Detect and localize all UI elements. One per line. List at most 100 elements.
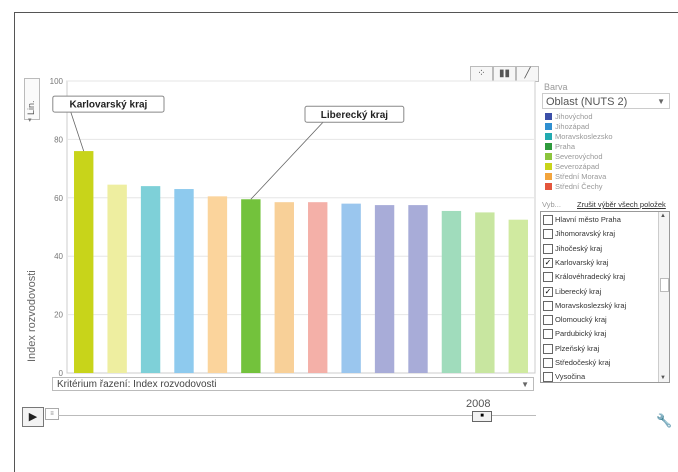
region-label: Středočeský kraj xyxy=(555,358,611,367)
checkbox[interactable] xyxy=(543,372,553,382)
timeline-slider-handle[interactable]: ■ xyxy=(472,411,492,422)
sort-criterion-value: Kritérium řazení: Index rozvodovosti xyxy=(57,379,217,390)
region-list-item[interactable]: Plzeňský kraj xyxy=(543,343,600,358)
bar[interactable] xyxy=(241,199,261,373)
play-button[interactable]: ▶ xyxy=(22,407,44,427)
bar[interactable] xyxy=(207,196,228,373)
checkbox[interactable] xyxy=(543,272,553,283)
y-tick-label: 100 xyxy=(50,77,64,86)
region-label: Jihočeský kraj xyxy=(555,243,603,253)
bar[interactable] xyxy=(508,219,528,373)
bar[interactable] xyxy=(174,189,194,373)
legend-label: Střední Morava xyxy=(555,172,607,181)
legend-label: Jihovýchod xyxy=(555,112,593,121)
region-label: Plzeňský kraj xyxy=(555,343,600,353)
region-list-item[interactable]: Jihočeský kraj xyxy=(543,243,603,258)
scroll-down-icon[interactable]: ▼ xyxy=(660,375,666,381)
plot-area xyxy=(66,80,536,374)
chevron-down-icon: ▼ xyxy=(657,97,665,106)
checkbox[interactable] xyxy=(543,243,553,254)
scale-arrow-icon: ▾ xyxy=(28,117,32,124)
legend-swatch xyxy=(545,133,552,140)
legend-label: Moravskoslezsko xyxy=(555,132,613,141)
checkbox-checked[interactable]: ✓ xyxy=(543,257,553,268)
region-label: Vysočina xyxy=(555,372,586,382)
legend-swatch xyxy=(545,123,552,130)
legend-label: Severozápad xyxy=(555,162,600,171)
legend-label: Severovýchod xyxy=(555,152,603,161)
clear-selection-link[interactable]: Zrušit výběr všech položek xyxy=(577,200,666,209)
region-list-item[interactable]: Moravskoslezský kraj xyxy=(543,300,626,315)
checkbox[interactable] xyxy=(543,229,553,240)
bar[interactable] xyxy=(74,151,94,373)
checkbox-checked[interactable]: ✓ xyxy=(543,286,553,297)
legend-swatch xyxy=(545,113,552,120)
region-list-item[interactable]: Olomoucký kraj xyxy=(543,315,607,329)
scale-toggle-button[interactable]: Lin. xyxy=(24,78,40,120)
y-tick-label: 40 xyxy=(54,252,63,261)
region-label: Olomoucký kraj xyxy=(555,315,607,325)
region-list-item[interactable]: Středočeský kraj xyxy=(543,358,610,372)
legend-swatch xyxy=(545,183,552,190)
region-list-item[interactable]: ✓ Karlovarský kraj xyxy=(543,257,608,272)
legend-item[interactable]: Střední Morava xyxy=(545,173,606,183)
legend-item[interactable]: Praha xyxy=(545,143,575,153)
timeline-track[interactable] xyxy=(58,415,536,416)
y-tick-label: 80 xyxy=(54,135,63,144)
legend-label: Praha xyxy=(555,142,576,151)
scroll-up-icon[interactable]: ▲ xyxy=(660,213,666,219)
legend-item[interactable]: Severovýchod xyxy=(545,153,603,163)
legend-item[interactable]: Střední Čechy xyxy=(545,183,603,193)
scroll-thumb[interactable] xyxy=(660,278,669,292)
legend-item[interactable]: Severozápad xyxy=(545,163,599,173)
current-year: 2008 xyxy=(466,398,491,410)
bar[interactable] xyxy=(140,186,161,373)
bar[interactable] xyxy=(107,184,127,373)
settings-wrench-icon[interactable]: 🔧 xyxy=(656,413,673,428)
region-list-item[interactable]: ✓ Liberecký kraj xyxy=(543,286,602,301)
annotation-label: Karlovarský kraj xyxy=(69,100,147,111)
annotation-box xyxy=(304,105,405,123)
checkbox[interactable] xyxy=(543,358,553,368)
region-list[interactable]: Hlavní město Praha Jihomoravský kraj Jihoč… xyxy=(540,211,670,383)
bar[interactable] xyxy=(408,205,428,373)
color-dimension-value: Oblast (NUTS 2) xyxy=(546,96,628,108)
color-dimension-select[interactable]: Oblast (NUTS 2) ▼ xyxy=(542,93,670,109)
bar[interactable] xyxy=(475,212,495,373)
region-label: Liberecký kraj xyxy=(555,286,602,296)
legend-item[interactable]: Jihozápad xyxy=(545,123,589,133)
bar[interactable] xyxy=(308,202,328,373)
select-hint: Vyb... xyxy=(542,200,561,209)
annotation-box xyxy=(52,95,165,113)
region-list-scrollbar[interactable]: ▲ ▼ xyxy=(658,212,669,382)
checkbox[interactable] xyxy=(543,315,553,326)
bar[interactable] xyxy=(341,203,361,373)
legend-swatch xyxy=(545,153,552,160)
annotation-label: Liberecký kraj xyxy=(321,110,388,121)
region-label: Hlavní město Praha xyxy=(555,215,621,224)
checkbox[interactable] xyxy=(543,343,553,354)
bar[interactable] xyxy=(274,202,294,373)
region-list-item[interactable]: Pardubický kraj xyxy=(543,329,606,343)
legend-item[interactable]: Jihovýchod xyxy=(545,113,593,123)
bar[interactable] xyxy=(441,210,462,373)
region-list-item[interactable]: Královéhradecký kraj xyxy=(543,272,625,286)
region-list-item[interactable]: Jihomoravský kraj xyxy=(543,229,615,243)
region-label: Jihomoravský kraj xyxy=(555,229,616,239)
bar[interactable] xyxy=(374,205,395,373)
legend-label: Jihozápad xyxy=(555,122,590,131)
legend-swatch xyxy=(545,143,552,150)
checkbox[interactable] xyxy=(543,215,553,225)
region-list-item[interactable]: Vysočina xyxy=(543,372,586,382)
sort-criterion-select[interactable]: Kritérium řazení: Index rozvodovosti ▼ xyxy=(52,377,534,391)
checkbox[interactable] xyxy=(543,329,553,340)
region-list-item[interactable]: Hlavní město Praha xyxy=(543,215,621,229)
legend-item[interactable]: Moravskoslezsko xyxy=(545,133,613,143)
widget-frame xyxy=(14,12,678,472)
legend-swatch xyxy=(545,173,552,180)
legend-label: Střední Čechy xyxy=(555,182,603,191)
checkbox[interactable] xyxy=(543,300,553,311)
speed-control[interactable]: ≡ xyxy=(45,408,59,420)
legend-swatch xyxy=(545,163,552,170)
